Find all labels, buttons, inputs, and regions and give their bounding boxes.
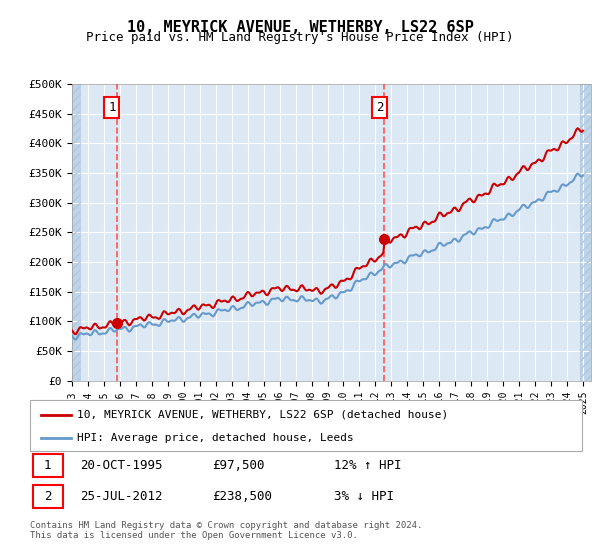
- Text: HPI: Average price, detached house, Leeds: HPI: Average price, detached house, Leed…: [77, 433, 353, 443]
- FancyBboxPatch shape: [33, 484, 63, 508]
- Text: £238,500: £238,500: [212, 490, 272, 503]
- Text: £97,500: £97,500: [212, 459, 265, 472]
- Text: 2: 2: [44, 490, 52, 503]
- Text: Price paid vs. HM Land Registry's House Price Index (HPI): Price paid vs. HM Land Registry's House …: [86, 31, 514, 44]
- FancyBboxPatch shape: [30, 400, 582, 451]
- Text: 20-OCT-1995: 20-OCT-1995: [80, 459, 162, 472]
- Text: 1: 1: [44, 459, 52, 472]
- Bar: [72, 84, 80, 381]
- Text: 3% ↓ HPI: 3% ↓ HPI: [334, 490, 394, 503]
- Text: 2: 2: [376, 101, 383, 114]
- Text: 25-JUL-2012: 25-JUL-2012: [80, 490, 162, 503]
- Bar: [580, 84, 591, 381]
- Text: 10, MEYRICK AVENUE, WETHERBY, LS22 6SP: 10, MEYRICK AVENUE, WETHERBY, LS22 6SP: [127, 20, 473, 35]
- Text: 1: 1: [108, 101, 116, 114]
- FancyBboxPatch shape: [33, 454, 63, 477]
- Bar: [72, 84, 80, 381]
- Bar: [580, 84, 591, 381]
- Text: Contains HM Land Registry data © Crown copyright and database right 2024.
This d: Contains HM Land Registry data © Crown c…: [30, 521, 422, 540]
- Text: 10, MEYRICK AVENUE, WETHERBY, LS22 6SP (detached house): 10, MEYRICK AVENUE, WETHERBY, LS22 6SP (…: [77, 409, 448, 419]
- Text: 12% ↑ HPI: 12% ↑ HPI: [334, 459, 401, 472]
